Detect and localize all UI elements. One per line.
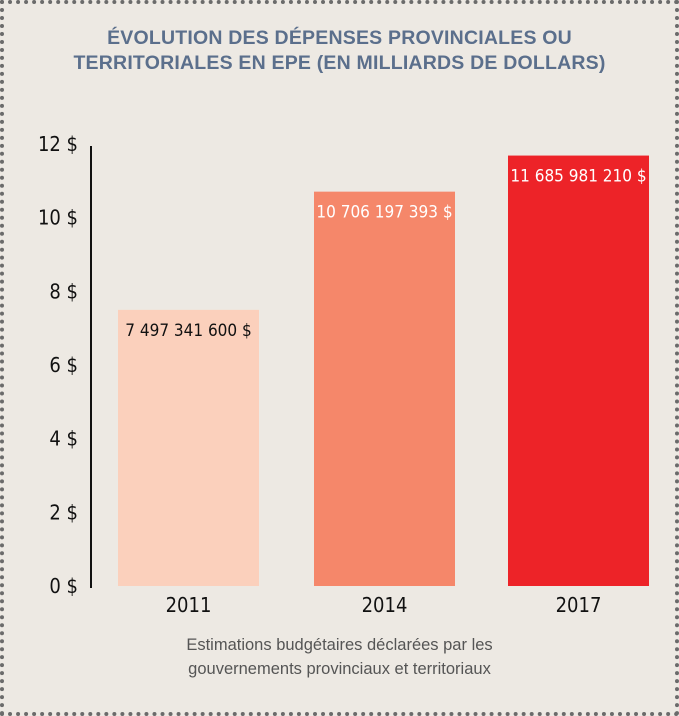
data-label: 7 497 341 600 $: [125, 321, 251, 341]
y-tick-label: 4 $: [49, 427, 78, 451]
y-tick-label: 10 $: [38, 206, 78, 230]
bar-2014: [314, 191, 455, 586]
chart-caption-line-2: gouvernements provinciaux et territoriau…: [188, 660, 491, 678]
chart-title-line-1: ÉVOLUTION DES DÉPENSES PROVINCIALES OU: [107, 27, 572, 49]
y-tick-label: 12 $: [38, 132, 78, 156]
chart-caption: Estimations budgétaires déclarées par le…: [20, 633, 659, 681]
y-tick-label: 2 $: [49, 500, 78, 524]
data-label: 10 706 197 393 $: [316, 203, 452, 223]
y-tick-label: 6 $: [49, 353, 78, 377]
y-tick-label: 0 $: [49, 574, 78, 598]
bar-2011: [118, 309, 259, 586]
x-tick-label: 2017: [556, 593, 602, 617]
y-tick-label: 8 $: [49, 279, 78, 303]
chart-title: ÉVOLUTION DES DÉPENSES PROVINCIALES OU T…: [20, 26, 659, 76]
data-label: 11 685 981 210 $: [510, 167, 646, 187]
x-tick-label: 2011: [166, 593, 212, 617]
x-tick-label: 2014: [362, 593, 408, 617]
chart-title-line-2: TERRITORIALES EN EPE (EN MILLIARDS DE DO…: [73, 52, 606, 74]
chart-caption-line-1: Estimations budgétaires déclarées par le…: [186, 636, 493, 654]
bar-2017: [508, 155, 649, 587]
